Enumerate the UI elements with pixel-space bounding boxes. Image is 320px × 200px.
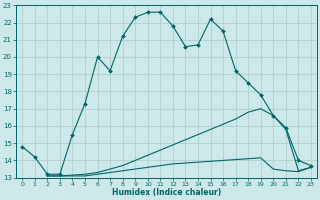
X-axis label: Humidex (Indice chaleur): Humidex (Indice chaleur) (112, 188, 221, 197)
